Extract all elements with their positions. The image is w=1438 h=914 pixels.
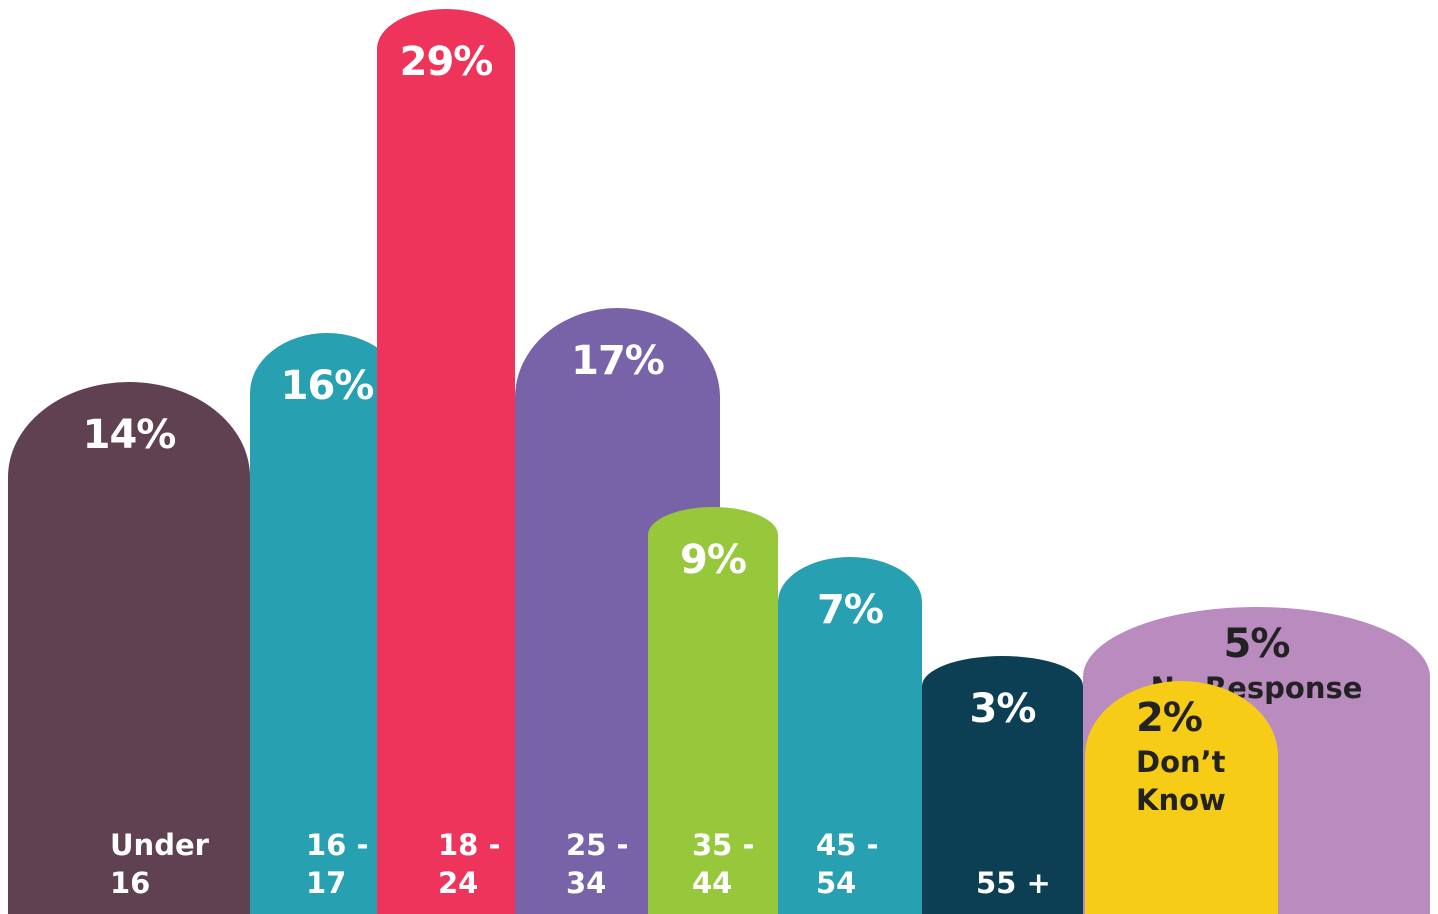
value-label: 29% <box>399 38 494 85</box>
bar <box>922 656 1083 914</box>
bar <box>377 8 515 914</box>
category-label: 18 - 24 <box>438 828 501 900</box>
value-label: 3% <box>969 686 1037 733</box>
bar <box>648 506 778 914</box>
category-label: 35 - 44 <box>692 828 755 900</box>
bar <box>778 556 922 914</box>
category-label: Don’t Know <box>1136 745 1226 818</box>
category-label: 25 - 34 <box>566 828 629 900</box>
value-label: 9% <box>680 536 747 583</box>
bar <box>1085 681 1278 914</box>
value-label: 7% <box>817 586 884 633</box>
value-label: 2% <box>1136 695 1203 742</box>
value-label: 16% <box>280 362 375 409</box>
category-label: 16 - 17 <box>306 828 369 900</box>
category-label: 55 + <box>976 866 1051 900</box>
bar <box>8 382 250 914</box>
value-label: 5% <box>1223 620 1291 667</box>
category-label: 45 - 54 <box>816 828 879 900</box>
category-label: Under 16 <box>110 828 209 900</box>
value-label: 14% <box>82 412 177 459</box>
value-label: 17% <box>571 337 665 384</box>
